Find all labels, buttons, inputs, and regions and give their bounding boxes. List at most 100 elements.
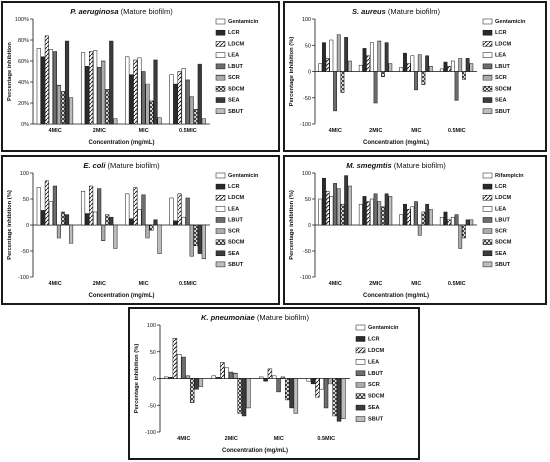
legend-swatch: [482, 41, 493, 47]
x-tick-label: 2MIC: [225, 436, 238, 442]
chart-s-aureus: S. aureus (Mature biofilm) -100 -50 0 50 100 P…: [289, 7, 526, 146]
legend-swatch: [215, 250, 226, 257]
y-axis-label: Percentage inhibition (%): [134, 344, 140, 414]
bar-lcr-4mic: [40, 210, 45, 226]
bar-scr-0.5mic: [328, 378, 333, 385]
x-axis-label: Concentration (mg/mL): [222, 448, 288, 454]
legend-label: SCR: [228, 75, 240, 81]
y-tick-label: -50: [148, 403, 156, 409]
legend-label: SCR: [495, 75, 507, 81]
legend-swatch: [482, 29, 493, 36]
bar-sdcm-2mic: [105, 89, 110, 125]
bar-sea-2mic: [384, 193, 389, 226]
y-tick-label: -100: [300, 122, 311, 128]
bar-rifampicin-mic: [399, 214, 404, 226]
bar-sdcm-mic: [421, 71, 426, 85]
bar-lea-0.5mic: [319, 378, 324, 390]
legend-label: LEA: [368, 359, 379, 365]
legend-swatch: [482, 239, 493, 245]
bar-lcr-0.5mic: [443, 61, 448, 72]
legend-swatch: [355, 336, 366, 342]
bar-scr-2mic: [101, 60, 106, 125]
bar-sdcm-mic: [149, 224, 154, 231]
bar-scr-2mic: [377, 201, 382, 226]
bar-sea-mic: [425, 55, 430, 72]
y-tick-label: 0%: [21, 122, 29, 128]
bar-gentamicin-mic: [125, 193, 130, 226]
legend-swatch: [215, 239, 226, 245]
legend-label: LBUT: [228, 217, 243, 223]
bar-sea-0.5mic: [465, 219, 470, 226]
legend-label: SDCM: [228, 86, 245, 92]
bar-lcr-0.5mic: [310, 378, 316, 385]
bar-gentamicin-4mic: [36, 187, 41, 226]
legend-label: LCR: [495, 184, 507, 190]
bar-lea-0.5mic: [181, 68, 186, 125]
y-tick-label: 0: [308, 70, 311, 76]
bar-sbut-0.5mic: [469, 63, 474, 72]
bar-lbut-mic: [141, 71, 146, 125]
bar-sbut-mic: [157, 224, 162, 254]
legend-label: Rifampicin: [495, 173, 524, 179]
bar-sbut-0.5mic: [341, 378, 346, 419]
bar-ldcm-4mic: [44, 35, 49, 125]
chart-title: E. coli (Mature biofilm): [83, 161, 160, 170]
bar-lea-mic: [137, 57, 142, 125]
bar-lea-2mic: [93, 50, 98, 125]
bar-scr-mic: [417, 54, 422, 72]
x-tick-label: 0.5MIC: [179, 128, 197, 134]
legend-label: LDCM: [495, 195, 511, 201]
bar-lbut-4mic: [181, 356, 186, 379]
bar-sbut-0.5mic: [469, 219, 474, 226]
legend-label: LCR: [495, 30, 507, 36]
x-tick-label: MIC: [274, 436, 284, 442]
bar-scr-mic: [280, 376, 286, 379]
bar-sbut-4mic: [347, 60, 352, 72]
x-tick-label: 0.5MIC: [448, 281, 466, 287]
y-tick-label: 100: [20, 171, 29, 177]
bar-sbut-mic: [293, 378, 299, 414]
chart-p-aeruginosa: P. aeruginosa (Mature biofilm) 0% 20% 40% 60…: [7, 7, 259, 146]
bar-sea-0.5mic: [197, 224, 202, 254]
bar-sbut-mic: [428, 66, 433, 72]
chart-e-coli: E. coli (Mature biofilm) -100 -50 0 50 100 Per…: [7, 161, 259, 299]
bar-sea-2mic: [241, 378, 247, 417]
bar-ldcm-2mic: [366, 55, 371, 72]
legend-label: LDCM: [228, 195, 244, 201]
y-tick-label: -100: [300, 275, 311, 281]
legend-swatch: [482, 52, 493, 58]
bar-sdcm-2mic: [237, 378, 242, 414]
chart-title: M. smegmtis (Mature biofilm): [346, 161, 446, 170]
bar-lbut-0.5mic: [185, 79, 190, 125]
legend-label: LBUT: [228, 64, 243, 70]
x-tick-label: 2MIC: [369, 128, 382, 134]
bar-gentamicin-2mic: [358, 64, 363, 72]
bar-sbut-4mic: [68, 224, 74, 244]
bar-gentamicin-4mic: [164, 376, 169, 379]
legend-swatch: [355, 324, 366, 331]
bar-lbut-0.5mic: [323, 378, 329, 409]
legend-swatch: [482, 172, 493, 179]
bar-lbut-4mic: [52, 185, 57, 226]
x-tick-label: MIC: [411, 128, 421, 134]
bar-sbut-4mic: [198, 378, 204, 387]
bar-gentamicin-mic: [259, 376, 264, 379]
chart-title: P. aeruginosa (Mature biofilm): [70, 7, 173, 16]
bar-sbut-2mic: [388, 63, 393, 72]
bar-lbut-0.5mic: [185, 197, 190, 226]
bar-sea-4mic: [64, 40, 70, 125]
legend-label: Gentamicin: [368, 325, 399, 331]
bar-sdcm-0.5mic: [193, 224, 198, 247]
bar-lbut-4mic: [52, 51, 57, 125]
bar-ldcm-2mic: [220, 362, 225, 379]
legend-swatch: [355, 381, 366, 388]
panel-p-aeruginosa: P. aeruginosa (Mature biofilm) 0% 20% 40% 60…: [1, 1, 280, 152]
legend-swatch: [215, 108, 226, 115]
x-tick-label: 0.5MIC: [179, 281, 197, 287]
bar-sbut-mic: [157, 117, 162, 125]
bar-sea-2mic: [109, 40, 114, 125]
y-axis-label: Percentage inhibition: [7, 42, 13, 101]
bar-lea-4mic: [48, 201, 53, 226]
legend-label: SCR: [495, 229, 507, 235]
bar-lbut-2mic: [228, 371, 234, 379]
